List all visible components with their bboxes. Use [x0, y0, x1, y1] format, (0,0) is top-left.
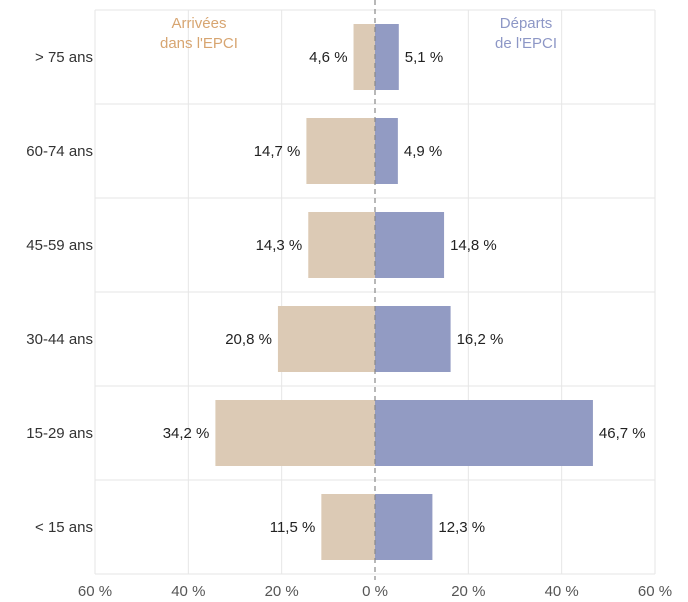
x-tick-label: 40 %: [545, 583, 579, 597]
data-label-departures: 4,9 %: [404, 143, 442, 160]
data-label-arrivals: 4,6 %: [309, 49, 347, 66]
data-label-departures: 5,1 %: [405, 49, 443, 66]
legend-arrivals: Arrivées dans l'EPCI: [160, 14, 238, 54]
bar-departures: [375, 306, 451, 372]
data-label-departures: 46,7 %: [599, 425, 646, 442]
legend-departures-line2: de l'EPCI: [495, 35, 558, 52]
legend-arrivals-line1: Arrivées: [171, 15, 227, 32]
bar-arrivals: [306, 118, 375, 184]
category-label: > 75 ans: [35, 49, 93, 66]
data-label-departures: 12,3 %: [438, 519, 485, 536]
category-label: 45-59 ans: [26, 237, 93, 254]
category-label: 30-44 ans: [26, 331, 93, 348]
data-label-arrivals: 34,2 %: [163, 425, 210, 442]
data-label-arrivals: 14,7 %: [254, 143, 301, 160]
x-tick-label: 60 %: [78, 583, 112, 597]
category-label: 15-29 ans: [26, 425, 93, 442]
legend-departures-line1: Départs: [499, 15, 553, 32]
x-tick-label: 20 %: [265, 583, 299, 597]
x-tick-label: 20 %: [451, 583, 485, 597]
x-tick-label: 0 %: [362, 583, 388, 597]
bar-arrivals: [321, 494, 375, 560]
bar-arrivals: [277, 306, 375, 372]
bar-departures: [375, 118, 398, 184]
bar-departures: [375, 494, 433, 560]
data-label-arrivals: 20,8 %: [225, 331, 272, 348]
legend-departures: Départs de l'EPCI: [495, 14, 557, 54]
data-label-departures: 14,8 %: [450, 237, 497, 254]
x-tick-label: 60 %: [638, 583, 672, 597]
bar-departures: [375, 212, 445, 278]
bar-departures: [375, 24, 399, 90]
category-label: < 15 ans: [35, 519, 93, 536]
legend-arrivals-line2: dans l'EPCI: [160, 35, 238, 52]
data-label-arrivals: 11,5 %: [270, 519, 316, 536]
bar-departures: [375, 400, 593, 466]
x-tick-label: 40 %: [171, 583, 205, 597]
bar-arrivals: [215, 400, 375, 466]
data-label-departures: 16,2 %: [457, 331, 504, 348]
data-label-arrivals: 14,3 %: [256, 237, 303, 254]
category-label: 60-74 ans: [26, 143, 93, 160]
bar-arrivals: [308, 212, 375, 278]
bar-arrivals: [353, 24, 375, 90]
